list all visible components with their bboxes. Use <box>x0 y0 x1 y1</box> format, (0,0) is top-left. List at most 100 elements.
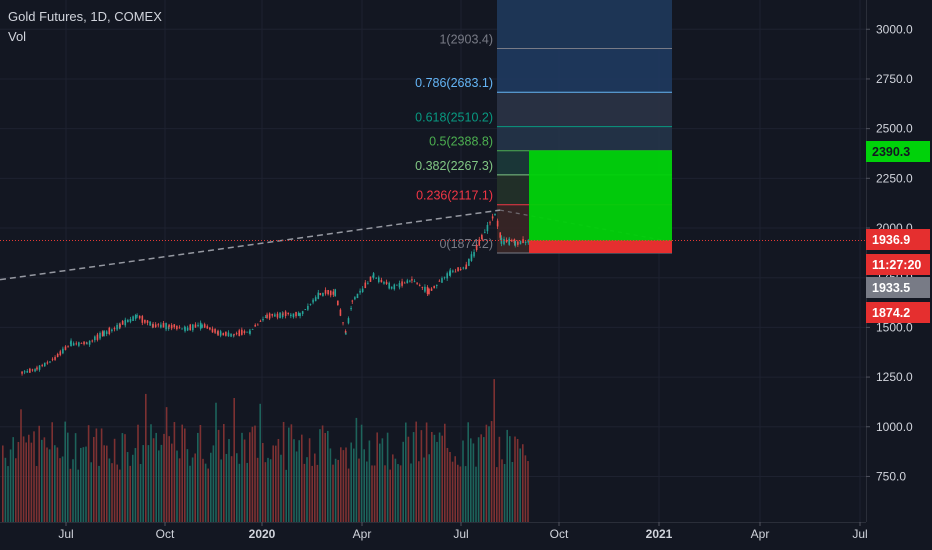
volume-bar <box>72 459 74 522</box>
candle-body <box>339 309 342 316</box>
volume-bar <box>519 448 521 522</box>
candle-body <box>284 311 287 317</box>
candle-body <box>350 307 352 310</box>
candle-body <box>274 314 276 317</box>
x-tick-label: 2020 <box>249 527 276 541</box>
candle-body <box>356 293 359 299</box>
volume-bar <box>69 468 72 522</box>
volume-bar <box>295 451 298 522</box>
volume-bar <box>124 434 126 522</box>
volume-bar <box>524 455 527 522</box>
volume-bar <box>225 453 228 522</box>
candle-body <box>194 324 197 328</box>
candle-body <box>241 329 243 335</box>
candle-body <box>197 324 199 327</box>
candle-body <box>235 333 238 335</box>
volume-bar <box>241 432 243 522</box>
volume-bar <box>82 447 85 522</box>
volume-bar <box>132 454 134 522</box>
candle-body <box>165 323 167 330</box>
candle-body <box>121 321 124 325</box>
volume-bar <box>384 465 386 522</box>
volume-bar <box>516 438 519 522</box>
volume-bar <box>449 451 451 522</box>
volume-bar <box>243 439 246 522</box>
candle-body <box>184 326 186 332</box>
candle-body <box>301 311 304 314</box>
volume-bar <box>30 442 33 522</box>
candle-body <box>94 336 96 341</box>
volume-bar <box>61 456 64 522</box>
price-axis-badge: 1874.2 <box>866 302 930 323</box>
candle-body <box>486 224 489 232</box>
volume-bar <box>490 421 493 522</box>
volume-bar <box>20 409 22 522</box>
candle-body <box>64 346 67 350</box>
candle-body <box>401 281 403 286</box>
volume-bar <box>366 461 368 522</box>
candle-body <box>287 312 290 314</box>
volume-bar <box>314 453 316 522</box>
candle-body <box>403 282 406 284</box>
volume-bar <box>350 442 352 522</box>
candle-body <box>259 320 262 322</box>
candle-body <box>201 324 203 328</box>
candle-body <box>80 342 83 344</box>
candle-body <box>157 324 160 326</box>
candle-body <box>421 287 424 288</box>
candle-body <box>418 284 421 286</box>
time-axis-border <box>0 522 866 523</box>
candle-body <box>332 291 335 295</box>
volume-bar <box>113 438 116 522</box>
price-badge-text: 1936.9 <box>872 233 910 247</box>
candle-body <box>435 284 438 286</box>
volume-bar <box>64 421 66 522</box>
candle-body <box>116 324 118 330</box>
volume-bar <box>9 449 12 522</box>
candle-body <box>141 316 144 323</box>
volume-bar <box>147 445 150 522</box>
y-tick-label: 2250.0 <box>876 171 913 185</box>
volume-bar <box>277 439 280 522</box>
x-tick-label: Oct <box>156 527 175 541</box>
volume-bar <box>363 449 365 522</box>
candle-body <box>29 368 31 373</box>
candle-body <box>428 288 430 294</box>
x-tick-label: Oct <box>550 527 569 541</box>
candle-body <box>329 290 332 296</box>
volume-bar <box>48 449 51 522</box>
volume-bar <box>15 458 17 522</box>
volume-bar <box>340 447 342 522</box>
price-badge-text: 1874.2 <box>872 306 910 320</box>
volume-bar <box>441 435 443 522</box>
price-badge-bg <box>866 141 930 162</box>
candle-body <box>443 276 446 278</box>
candle-body <box>225 331 227 336</box>
volume-bar <box>176 450 178 522</box>
candle-body <box>243 331 246 333</box>
volume-label[interactable]: Vol <box>8 29 27 44</box>
candle-body <box>254 324 257 327</box>
volume-bar <box>67 432 69 522</box>
long-position-target <box>529 150 672 241</box>
candle-body <box>59 351 62 356</box>
symbol-title[interactable]: Gold Futures, 1D, COMEX <box>8 9 162 24</box>
candle-body <box>108 327 111 335</box>
volume-bar <box>197 432 199 522</box>
candle-body <box>457 267 459 272</box>
candle-body <box>380 279 383 283</box>
candle-body <box>430 288 433 291</box>
volume-bar <box>98 465 100 522</box>
volume-bar <box>251 426 254 522</box>
volume-bar <box>527 461 529 522</box>
volume-bar <box>355 417 358 522</box>
volume-bar <box>480 434 482 522</box>
volume-bar <box>56 447 59 522</box>
candle-body <box>388 282 390 289</box>
candle-body <box>484 231 486 233</box>
volume-bar <box>204 463 207 522</box>
candle-body <box>160 324 162 328</box>
candle-body <box>354 297 356 300</box>
candle-body <box>43 362 46 367</box>
